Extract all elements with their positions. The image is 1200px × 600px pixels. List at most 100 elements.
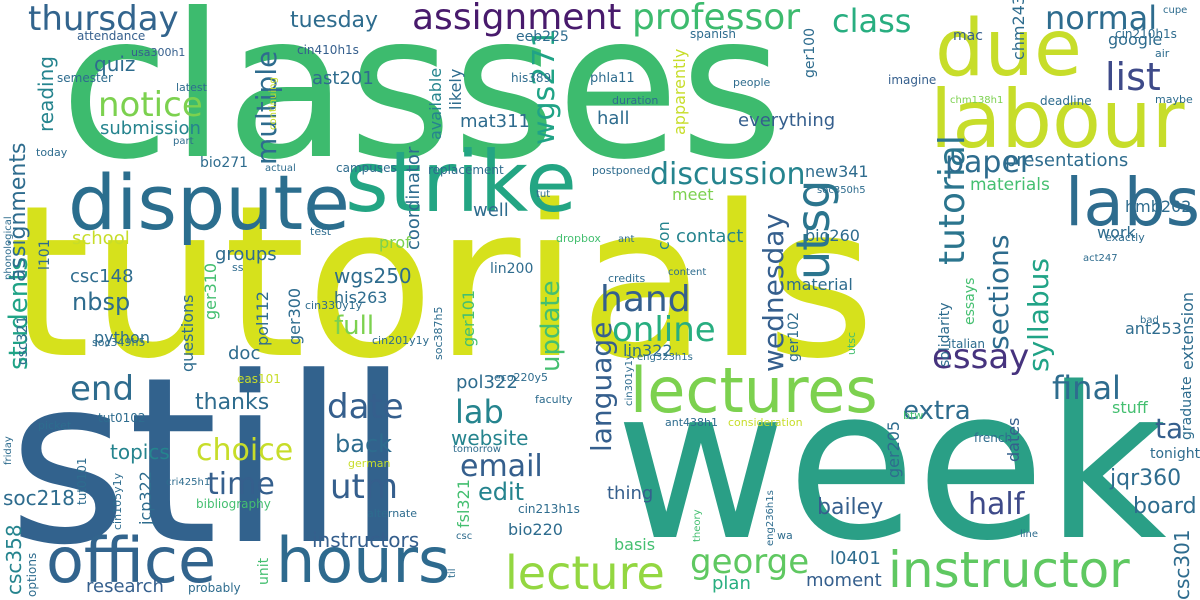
- word-actual: actual: [265, 163, 296, 174]
- word-csc301: csc301: [1170, 529, 1194, 600]
- word-doc: doc: [228, 343, 261, 364]
- word-school: school: [72, 228, 130, 249]
- word-options: options: [25, 552, 39, 597]
- word-professor: professor: [632, 0, 801, 38]
- word-soc387h5: soc387h5: [432, 306, 445, 360]
- word-cin201y1y: cin201y1y: [372, 334, 430, 347]
- word-deadline: deadline: [1040, 94, 1092, 108]
- word-reading: reading: [34, 56, 58, 132]
- word-cin330y1y: cin330y1y: [305, 299, 363, 312]
- word-available: available: [426, 67, 445, 140]
- word-latest: latest: [176, 81, 207, 94]
- word-new341: new341: [805, 162, 869, 181]
- word-paper: paper: [945, 145, 1033, 180]
- word-eco220y5: eco220y5: [494, 371, 549, 384]
- word-replacement: replacement: [428, 163, 504, 177]
- word-postponed: postponed: [592, 164, 651, 177]
- word-l101: l101: [37, 239, 53, 270]
- word-his389: his389: [511, 71, 552, 85]
- word-credits: credits: [608, 272, 646, 285]
- word-materials: materials: [970, 175, 1050, 195]
- word-wgs271: wgs271: [527, 28, 562, 145]
- word-essay: essay: [932, 337, 1030, 377]
- word-time: time: [207, 467, 275, 502]
- word-faculty: faculty: [535, 393, 573, 406]
- word-class: class: [832, 2, 912, 40]
- word-basis: basis: [614, 535, 656, 554]
- word-research: research: [86, 576, 164, 597]
- word-german: german: [348, 457, 391, 470]
- word-csc321: csc321: [15, 315, 31, 365]
- word-back: back: [335, 430, 393, 458]
- word-bad: bad: [1140, 315, 1159, 326]
- word-his263: his263: [334, 288, 388, 307]
- word-bio260: bio260: [805, 226, 860, 245]
- word-soc349h5: soc349h5: [92, 336, 146, 349]
- word-attendance: attendance: [77, 29, 146, 43]
- word-edit: edit: [478, 478, 525, 506]
- word-tut0101: tut0101: [75, 457, 89, 505]
- word-choice: choice: [196, 433, 294, 468]
- word-lin322: lin322: [623, 341, 673, 360]
- word-meet: meet: [672, 185, 714, 204]
- word-tomorrow: tomorrow: [453, 444, 502, 455]
- word-lin200: lin200: [490, 261, 534, 277]
- word-google: google: [1108, 30, 1163, 49]
- word-online: online: [612, 310, 716, 350]
- word-con: con: [654, 221, 673, 250]
- word-topics: topics: [110, 440, 170, 464]
- word-duration: duration: [612, 94, 659, 107]
- word-tonight: tonight: [1150, 446, 1200, 462]
- word-picket: picket: [38, 419, 72, 432]
- word-wa: wa: [777, 529, 793, 542]
- word-ger300: ger300: [285, 287, 304, 345]
- word-test: test: [310, 225, 332, 238]
- word-cupe: cupe: [1163, 5, 1188, 16]
- word-people: people: [733, 76, 771, 89]
- word-friday: friday: [3, 436, 14, 465]
- word-cin210h1s: cin210h1s: [1115, 27, 1177, 41]
- word-wgs250: wgs250: [334, 264, 412, 288]
- word-act247: act247: [1083, 253, 1118, 264]
- word-italian: italian: [948, 337, 986, 351]
- word-btw: btw: [903, 409, 924, 422]
- word-phonological: phonological: [3, 216, 14, 280]
- word-work: work: [1097, 223, 1136, 242]
- word-eng323h1s: eng323h1s: [637, 352, 693, 363]
- word-spanish: spanish: [690, 27, 737, 41]
- word-graduate: graduate: [1179, 376, 1195, 440]
- word-usa300h1: usa300h1: [131, 46, 186, 59]
- word-notice: notice: [98, 85, 203, 125]
- word-theory: theory: [692, 509, 703, 542]
- word-extra: extra: [903, 396, 971, 426]
- word-tut0102: tut0102: [98, 411, 146, 425]
- word-moment: moment: [806, 570, 882, 591]
- word-plan: plan: [712, 573, 751, 594]
- word-solidarity: solidarity: [937, 302, 953, 367]
- word-ger102: ger102: [786, 312, 802, 362]
- word-today: today: [36, 146, 68, 159]
- word-eeb225: eeb225: [516, 29, 569, 45]
- word-chm243: chm243: [1009, 0, 1028, 60]
- word-ant438h1: ant438h1: [665, 416, 718, 429]
- word-classes: classes: [60, 0, 784, 204]
- word-pol112: pol112: [253, 291, 272, 346]
- word-end: end: [70, 369, 135, 409]
- word-quiz: quiz: [94, 52, 136, 76]
- word-assignment: assignment: [412, 0, 622, 38]
- word-jqr360: jqr360: [1110, 466, 1182, 491]
- word-full: full: [334, 311, 375, 341]
- word-labs: labs: [1065, 164, 1200, 241]
- word-probably: probably: [188, 581, 241, 595]
- word-wednesday: wednesday: [757, 213, 790, 372]
- word-george: george: [690, 542, 810, 582]
- word-instructor: instructor: [888, 541, 1130, 599]
- word-tut: tut: [536, 189, 551, 200]
- word-eas101: eas101: [237, 372, 281, 386]
- word-csc358: csc358: [2, 524, 26, 595]
- word-mac: mac: [953, 28, 983, 44]
- word-jcp322: jcp322: [136, 471, 155, 525]
- word-tutorials: tutorials: [8, 160, 876, 405]
- word-ast201: ast201: [312, 68, 374, 89]
